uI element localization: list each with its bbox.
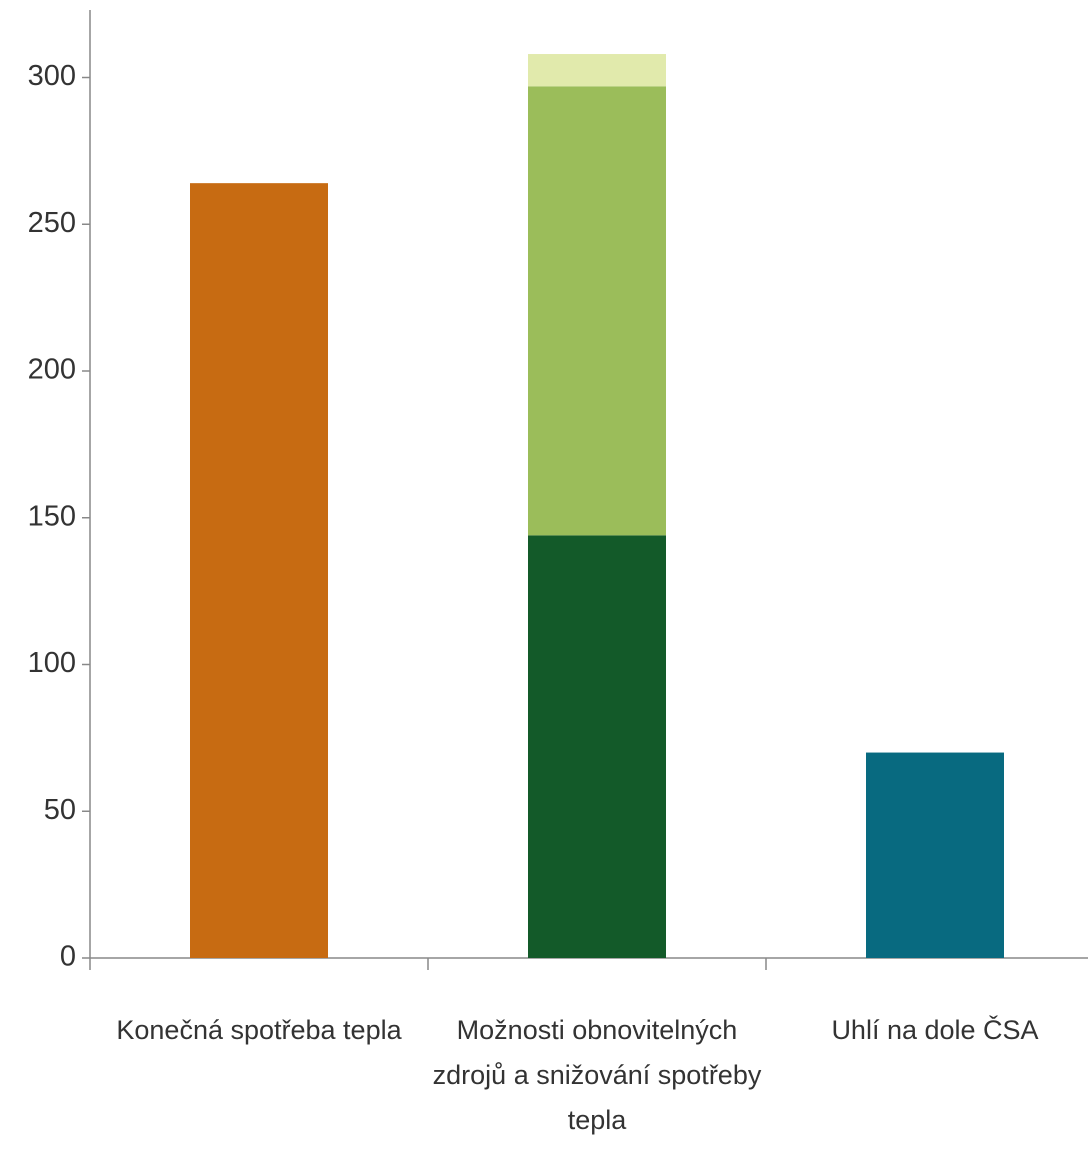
bar-segment — [190, 183, 328, 959]
y-tick-label: 50 — [44, 794, 76, 826]
y-tick-label: 100 — [28, 647, 76, 679]
y-tick-label: 0 — [60, 941, 76, 973]
x-tick-label: Uhlí na dole ČSA — [831, 1015, 1039, 1045]
x-tick-label: Možnosti obnovitelných zdrojů a snižován… — [432, 1015, 762, 1135]
y-tick-label: 250 — [28, 207, 76, 239]
y-tick-label: 300 — [28, 60, 76, 92]
bar-segment — [528, 54, 666, 87]
y-tick-label: 200 — [28, 354, 76, 386]
x-tick-label: Konečná spotřeba tepla — [116, 1015, 402, 1045]
bar-segment — [528, 535, 666, 958]
bar-segment — [528, 86, 666, 536]
bar-segment — [866, 752, 1004, 958]
y-tick-label: 150 — [28, 500, 76, 532]
